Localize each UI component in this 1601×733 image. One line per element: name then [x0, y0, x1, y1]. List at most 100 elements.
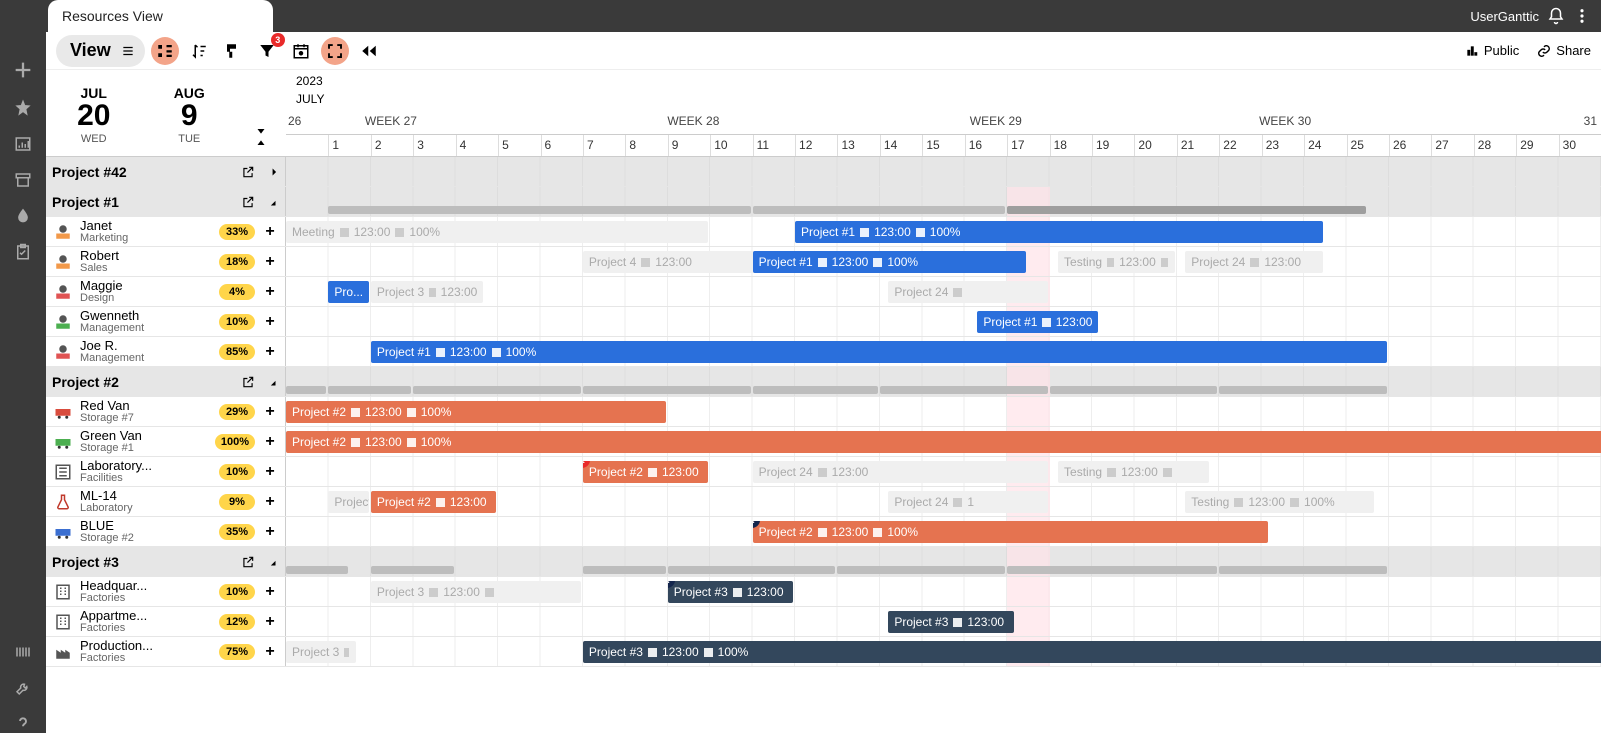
- task-bar[interactable]: Project #2123:00: [371, 491, 496, 513]
- task-bar[interactable]: Project #2123:00100%: [286, 431, 1601, 453]
- add-task-icon[interactable]: +: [261, 613, 279, 631]
- collapse-all-icon[interactable]: [254, 122, 268, 136]
- group-title: Project #3: [52, 554, 119, 570]
- toolbar: View 3 Public: [46, 32, 1601, 70]
- summary-bar: [837, 566, 1005, 574]
- expand-arrow-icon[interactable]: [265, 555, 279, 569]
- add-task-icon[interactable]: +: [261, 643, 279, 661]
- task-bar[interactable]: Project #3123:00: [888, 611, 1013, 633]
- task-bar[interactable]: Project #1123:00100%: [371, 341, 1387, 363]
- public-button[interactable]: Public: [1465, 43, 1519, 58]
- task-bar[interactable]: Project 24: [888, 281, 1047, 303]
- filter-icon[interactable]: 3: [253, 37, 281, 65]
- summary-bar: [328, 386, 411, 394]
- user-name[interactable]: UserGanttic: [1470, 9, 1539, 24]
- chart-icon[interactable]: [14, 135, 32, 153]
- task-bar[interactable]: Project #2123:001: [583, 461, 708, 483]
- resource-name: Production...: [80, 639, 213, 653]
- task-bar[interactable]: Project #3123:002: [668, 581, 793, 603]
- task-bar[interactable]: Testing123:00100%: [1185, 491, 1374, 513]
- add-task-icon[interactable]: +: [261, 523, 279, 541]
- star-icon[interactable]: [14, 99, 32, 117]
- expand-all-icon[interactable]: [254, 138, 268, 152]
- task-bar[interactable]: Project #2123:00100%: [286, 401, 666, 423]
- paint-icon[interactable]: [219, 37, 247, 65]
- group-row[interactable]: Project #1: [46, 187, 1601, 217]
- add-task-icon[interactable]: +: [261, 583, 279, 601]
- task-bar[interactable]: Project #2123:00100%1: [753, 521, 1269, 543]
- utilization-badge: 29%: [219, 404, 255, 420]
- add-task-icon[interactable]: +: [261, 403, 279, 421]
- date-to[interactable]: AUG 9 TUE: [142, 70, 238, 156]
- expand-arrow-icon[interactable]: [265, 195, 279, 209]
- add-task-icon[interactable]: +: [261, 463, 279, 481]
- task-bar[interactable]: Project 24123:00: [1185, 251, 1323, 273]
- calendar-icon[interactable]: [287, 37, 315, 65]
- share-button[interactable]: Share: [1537, 43, 1591, 58]
- tab-resources-view[interactable]: Resources View: [48, 0, 273, 32]
- add-task-icon[interactable]: +: [261, 433, 279, 451]
- utilization-badge: 10%: [219, 584, 255, 600]
- day-header: 8: [625, 135, 667, 156]
- open-external-icon[interactable]: [241, 195, 255, 209]
- sort-icon[interactable]: [185, 37, 213, 65]
- add-task-icon[interactable]: +: [261, 223, 279, 241]
- task-bar[interactable]: Meeting123:00100%: [286, 221, 708, 243]
- group-row[interactable]: Project #42: [46, 157, 1601, 187]
- task-bar[interactable]: Pro...: [328, 281, 368, 303]
- day-header: 15: [922, 135, 964, 156]
- expand-arrow-icon[interactable]: [265, 375, 279, 389]
- task-bar[interactable]: Testing123:00: [1058, 251, 1175, 273]
- resource-type-icon: [52, 343, 74, 361]
- open-external-icon[interactable]: [241, 555, 255, 569]
- barcode-icon[interactable]: [14, 643, 32, 661]
- task-bar[interactable]: Testing123:00: [1058, 461, 1209, 483]
- open-external-icon[interactable]: [241, 375, 255, 389]
- archive-icon[interactable]: [14, 171, 32, 189]
- clipboard-icon[interactable]: [14, 243, 32, 261]
- add-task-icon[interactable]: +: [261, 283, 279, 301]
- add-task-icon[interactable]: +: [261, 343, 279, 361]
- date-from[interactable]: JUL 20 WED: [46, 70, 142, 156]
- task-bar[interactable]: Project 3: [286, 641, 356, 663]
- task-bar[interactable]: Project: [328, 491, 368, 513]
- utilization-badge: 4%: [219, 284, 255, 300]
- group-title: Project #42: [52, 164, 127, 180]
- more-vertical-icon[interactable]: [1573, 7, 1591, 25]
- resource-type-icon: [52, 613, 74, 631]
- task-bar[interactable]: Project #1123:00: [977, 311, 1098, 333]
- help-icon[interactable]: [14, 715, 32, 733]
- add-task-icon[interactable]: +: [261, 253, 279, 271]
- plus-icon[interactable]: [12, 59, 34, 81]
- task-bar[interactable]: Project #1123:00100%: [753, 251, 1027, 273]
- view-label: View: [70, 40, 111, 61]
- resource-row: ML-14Laboratory9%+ProjectProject #2123:0…: [46, 487, 1601, 517]
- group-row[interactable]: Project #3: [46, 547, 1601, 577]
- resource-row: MaggieDesign4%+Pro...Project 3123:00Proj…: [46, 277, 1601, 307]
- main: View 3 Public: [46, 32, 1601, 733]
- task-bar[interactable]: Project 3123:00: [371, 281, 484, 303]
- add-task-icon[interactable]: +: [261, 313, 279, 331]
- open-external-icon[interactable]: [241, 165, 255, 179]
- gantt-chart[interactable]: Project #42Project #1JanetMarketing33%+M…: [46, 157, 1601, 733]
- wrench-icon[interactable]: [14, 679, 32, 697]
- rewind-icon[interactable]: [355, 37, 383, 65]
- task-bar[interactable]: Project 241: [888, 491, 1047, 513]
- day-header: 20: [1134, 135, 1176, 156]
- drop-icon[interactable]: [14, 207, 32, 225]
- group-row[interactable]: Project #2: [46, 367, 1601, 397]
- task-bar[interactable]: Project #1123:00100%: [795, 221, 1323, 243]
- add-task-icon[interactable]: +: [261, 493, 279, 511]
- summary-bar: [371, 566, 454, 574]
- task-bar[interactable]: Project 3123:00: [371, 581, 581, 603]
- expand-arrow-icon[interactable]: [265, 165, 279, 179]
- bell-icon[interactable]: [1547, 7, 1565, 25]
- hierarchy-icon[interactable]: [151, 37, 179, 65]
- fullscreen-icon[interactable]: [321, 37, 349, 65]
- utilization-badge: 35%: [219, 524, 255, 540]
- tab-title: Resources View: [62, 8, 163, 24]
- task-bar[interactable]: Project #3123:00100%: [583, 641, 1601, 663]
- resource-type-icon: [52, 253, 74, 271]
- task-bar[interactable]: Project 24123:00: [753, 461, 1048, 483]
- view-button[interactable]: View: [56, 35, 145, 67]
